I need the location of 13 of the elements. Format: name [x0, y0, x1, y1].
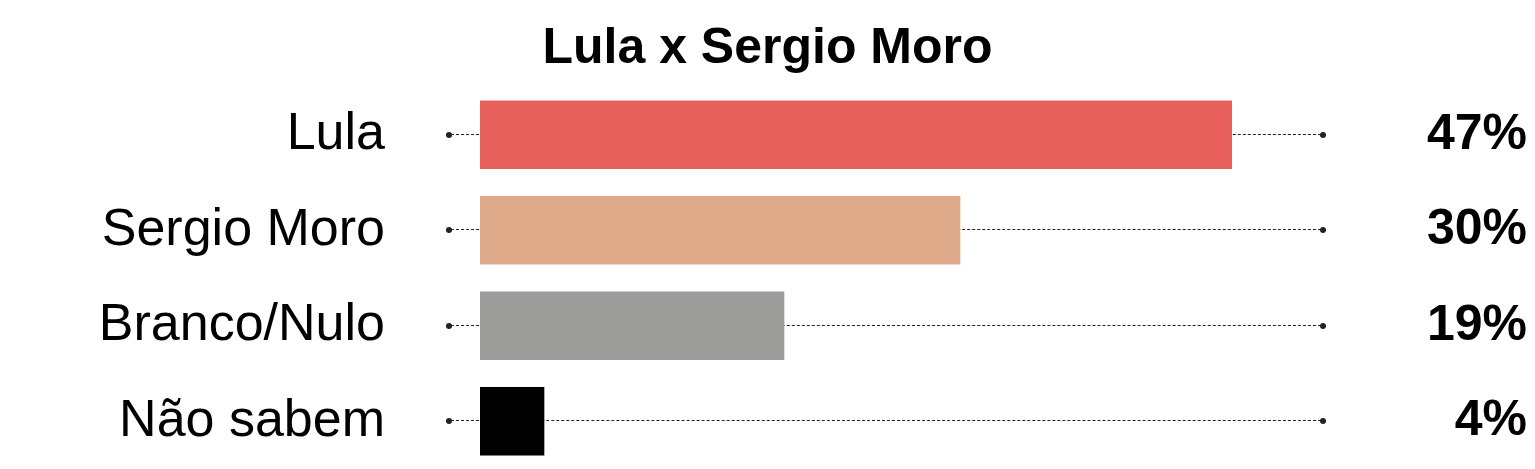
- y-tick-label: Não sabem: [119, 388, 385, 447]
- y-tick-label: Lula: [286, 102, 386, 161]
- y-tick-label: Sergio Moro: [101, 197, 385, 256]
- data-label: 30%: [1426, 199, 1527, 256]
- y-tick-label: Branco/Nulo: [98, 293, 385, 352]
- bar: [480, 100, 1232, 170]
- bar: [480, 195, 961, 265]
- data-label: 4%: [1454, 390, 1527, 447]
- data-label: 47%: [1426, 103, 1527, 160]
- bar: [480, 291, 785, 361]
- bar: [480, 386, 545, 456]
- chart-title: Lula x Sergio Moro: [541, 17, 994, 76]
- data-label: 19%: [1426, 294, 1527, 351]
